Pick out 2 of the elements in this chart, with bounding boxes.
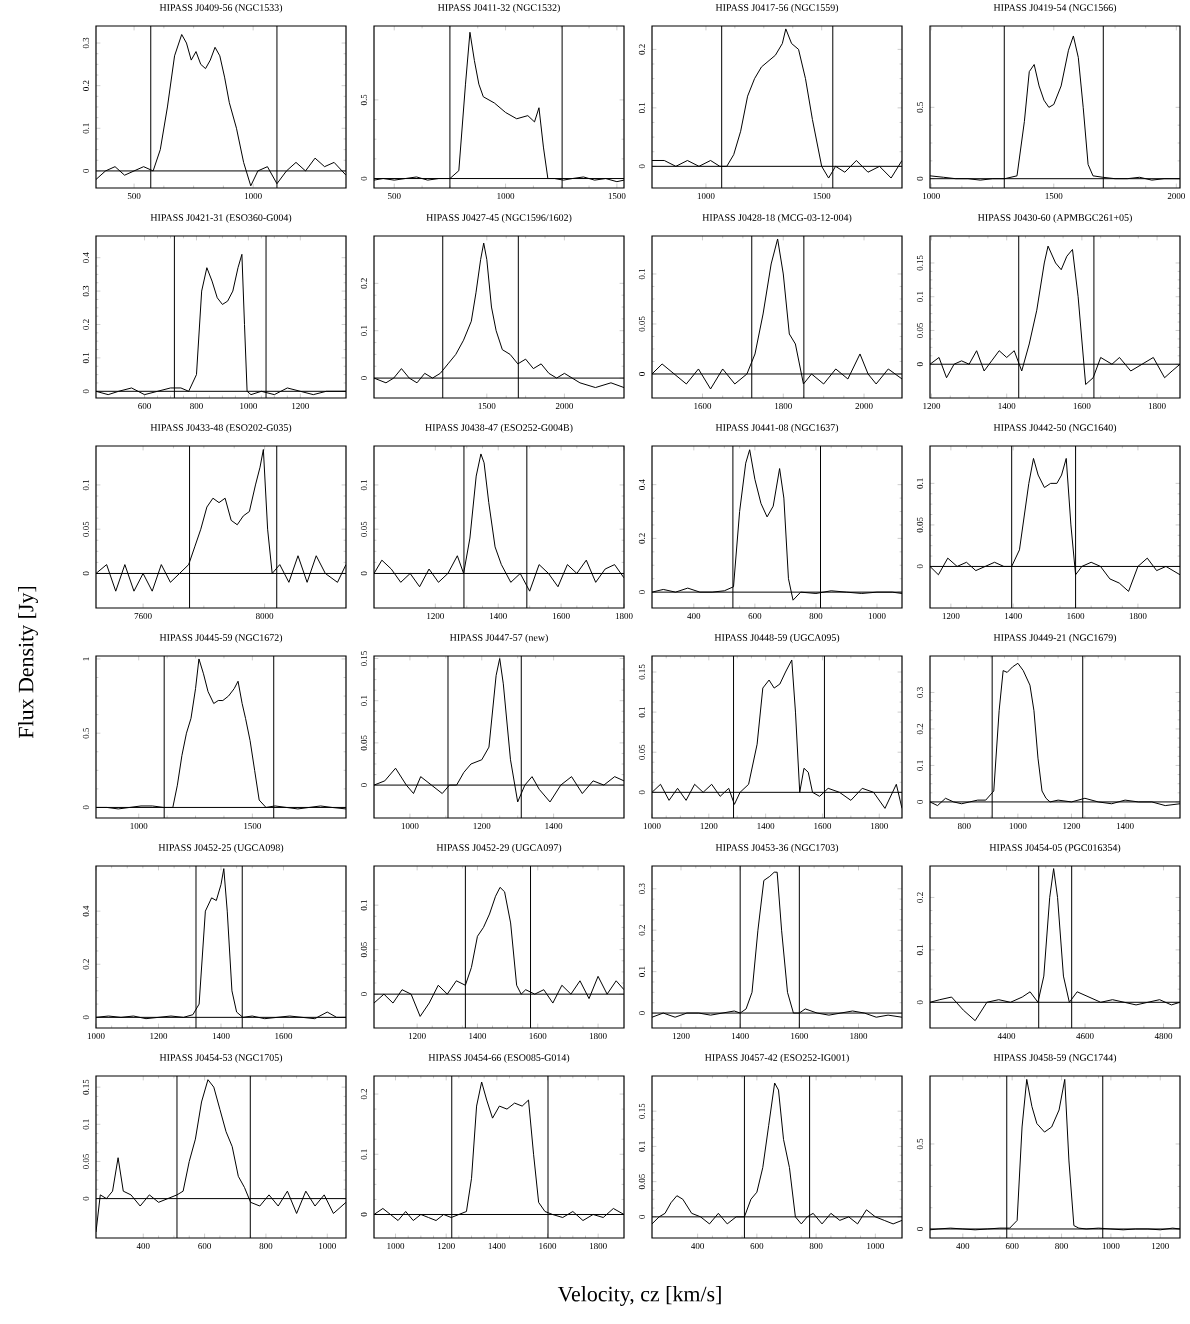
text: Velocity, cz [km/s] xyxy=(557,1286,721,1306)
text: Flux Density [Jy] xyxy=(18,586,38,739)
